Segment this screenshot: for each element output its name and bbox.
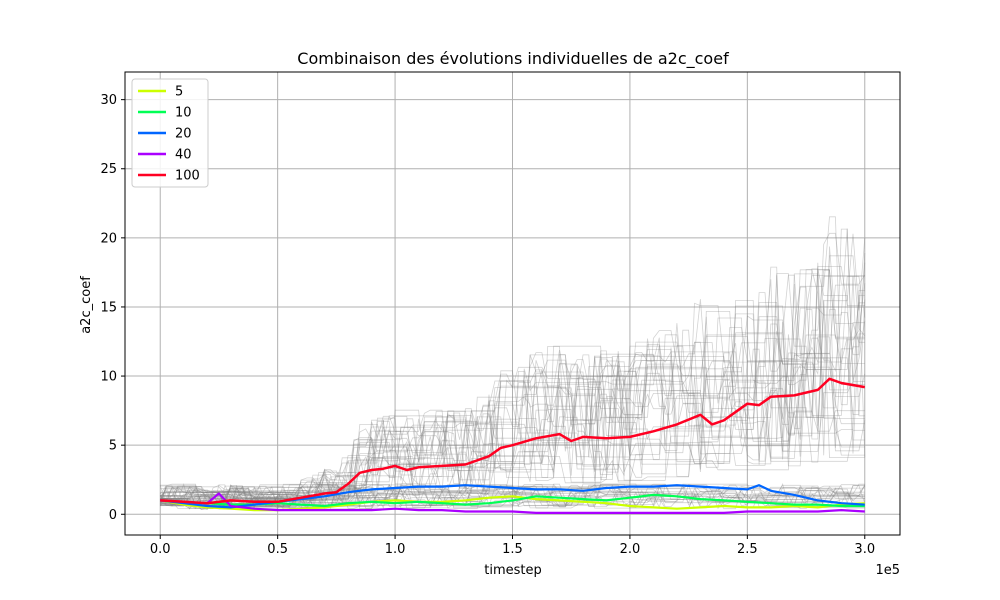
x-tick-label: 1.0 — [385, 542, 406, 557]
background-run-line — [160, 262, 866, 500]
background-run-line — [159, 483, 866, 510]
y-tick-label: 20 — [100, 231, 117, 246]
background-run-line — [160, 299, 866, 509]
y-tick-label: 15 — [100, 300, 117, 315]
background-run-line — [160, 483, 865, 511]
y-tick-label: 10 — [100, 370, 117, 385]
x-tick-label: 1.5 — [502, 542, 523, 557]
background-run-line — [160, 286, 866, 509]
background-run-line — [160, 269, 865, 509]
background-run-line — [160, 299, 865, 503]
background-run-line — [160, 333, 865, 504]
legend-label: 40 — [175, 148, 192, 163]
background-run-line — [160, 345, 866, 508]
background-run-line — [159, 266, 865, 510]
background-run-line — [159, 485, 865, 510]
background-run-line — [160, 483, 865, 509]
legend-label: 5 — [175, 85, 183, 100]
background-run-line — [160, 322, 865, 507]
x-axis-label: timestep — [484, 563, 542, 578]
background-run-line — [159, 351, 865, 508]
x-axis-offset-label: 1e5 — [875, 563, 900, 578]
legend-label: 100 — [175, 169, 200, 184]
background-run-line — [160, 216, 865, 506]
series-layer — [160, 377, 866, 515]
series-line-40 — [160, 492, 865, 515]
background-run-line — [159, 275, 865, 510]
background-run-line — [160, 262, 865, 507]
background-run-line — [160, 485, 865, 509]
y-axis: 0 5 10 15 20 25 30 — [100, 93, 125, 523]
y-tick-label: 5 — [109, 439, 117, 454]
background-run-line — [160, 228, 865, 509]
y-tick-label: 25 — [100, 162, 117, 177]
background-run-line — [160, 255, 866, 508]
background-run-line — [160, 268, 865, 508]
legend-label: 20 — [175, 127, 192, 142]
chart-title: Combinaison des évolutions individuelles… — [297, 49, 729, 69]
background-run-line — [160, 315, 865, 511]
legend-label: 10 — [175, 106, 192, 121]
background-run-line — [160, 483, 865, 510]
background-run-line — [159, 483, 865, 509]
background-run-line — [160, 269, 865, 506]
x-tick-label: 3.0 — [854, 542, 875, 557]
background-run-line — [160, 294, 865, 508]
background-run-line — [160, 310, 865, 506]
background-run-line — [160, 484, 865, 508]
legend: 5 10 20 40 100 — [131, 78, 209, 188]
background-run-line — [159, 485, 866, 508]
background-run-line — [159, 484, 865, 506]
series-line-10 — [160, 493, 865, 508]
y-tick-label: 30 — [100, 93, 117, 108]
background-run-line — [160, 283, 866, 508]
background-run-line — [160, 233, 866, 503]
background-run-line — [160, 275, 865, 508]
legend-box — [131, 78, 209, 188]
background-run-line — [160, 246, 865, 504]
x-tick-label: 0.5 — [267, 542, 288, 557]
series-line-100 — [160, 377, 866, 505]
x-tick-label: 2.0 — [620, 542, 641, 557]
background-run-line — [159, 274, 866, 506]
grid — [125, 72, 900, 535]
y-tick-label: 0 — [109, 508, 117, 523]
background-run-line — [160, 252, 866, 505]
background-run-line — [159, 232, 866, 503]
x-axis: 0.0 0.5 1.0 1.5 2.0 2.5 3.0 — [150, 535, 875, 557]
background-run-line — [160, 341, 865, 510]
background-run-line — [160, 228, 866, 509]
y-axis-label: a2c_coef — [79, 276, 94, 334]
x-tick-label: 2.5 — [737, 542, 758, 557]
x-tick-label: 0.0 — [150, 542, 171, 557]
